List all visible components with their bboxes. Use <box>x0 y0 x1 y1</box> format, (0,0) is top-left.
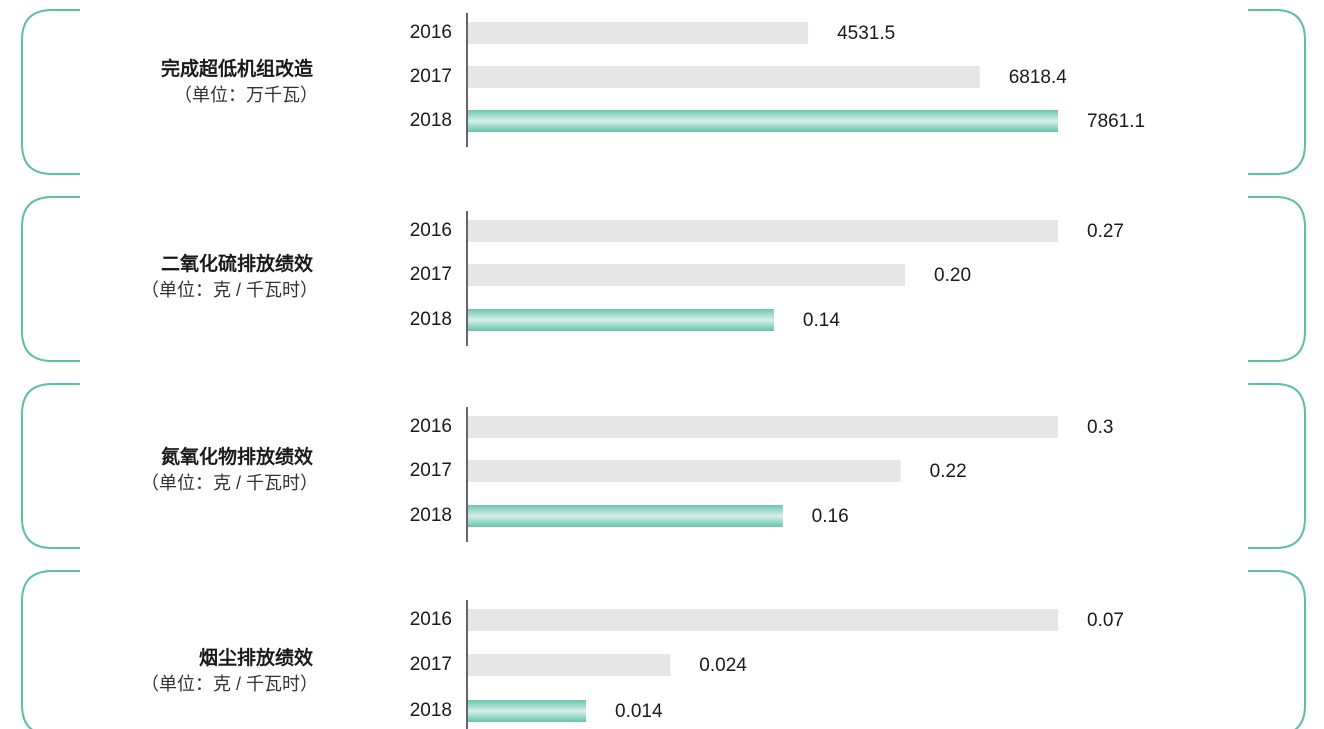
value-label: 0.16 <box>812 506 849 527</box>
value-label: 0.3 <box>1087 417 1113 438</box>
bar-shine <box>468 110 1058 132</box>
value-label: 0.07 <box>1087 610 1124 631</box>
bar-shine <box>468 700 586 722</box>
bar <box>468 654 671 676</box>
y-tick-label: 2016 <box>410 22 452 43</box>
y-tick-label: 2018 <box>410 309 452 330</box>
value-label: 0.014 <box>615 701 663 722</box>
bar-shine <box>468 309 774 331</box>
y-tick-label: 2018 <box>410 505 452 526</box>
bracket <box>21 383 80 549</box>
bracket <box>1248 196 1306 362</box>
y-tick-label: 2017 <box>410 654 452 675</box>
value-label: 0.024 <box>699 655 747 676</box>
bar <box>468 264 906 286</box>
bracket <box>21 196 80 362</box>
bar <box>468 416 1058 438</box>
chart-title: 完成超低机组改造 <box>161 57 314 80</box>
value-label: 7861.1 <box>1087 111 1145 132</box>
bracket <box>1248 9 1306 175</box>
value-label: 6818.4 <box>1009 67 1068 88</box>
y-tick-label: 2017 <box>410 264 452 285</box>
bracket <box>1248 570 1306 729</box>
bar <box>468 609 1058 631</box>
value-label: 0.14 <box>803 310 840 331</box>
y-tick-label: 2016 <box>410 220 452 241</box>
bracket <box>21 9 80 175</box>
value-label: 0.27 <box>1087 221 1124 242</box>
bracket <box>1248 383 1306 549</box>
chart-subtitle: （单位：克 / 千瓦时） <box>141 280 318 300</box>
y-tick-label: 2017 <box>410 66 452 87</box>
y-tick-label: 2016 <box>410 609 452 630</box>
chart-title: 二氧化硫排放绩效 <box>161 252 313 275</box>
bar <box>468 66 980 88</box>
chart-subtitle: （单位：克 / 千瓦时） <box>141 473 318 493</box>
chart-subtitle: （单位：万千瓦） <box>174 85 318 105</box>
value-label: 4531.5 <box>837 23 895 44</box>
y-tick-label: 2018 <box>410 700 452 721</box>
bar <box>468 220 1058 242</box>
value-label: 0.22 <box>930 461 967 482</box>
y-tick-label: 2017 <box>410 460 452 481</box>
y-tick-label: 2018 <box>410 110 452 131</box>
bracket <box>21 570 80 729</box>
y-tick-label: 2016 <box>410 416 452 437</box>
chart-title: 氮氧化物排放绩效 <box>161 445 313 468</box>
bar <box>468 460 901 482</box>
value-label: 0.20 <box>934 265 971 286</box>
chart-title: 烟尘排放绩效 <box>199 646 313 669</box>
bar <box>468 22 809 44</box>
chart-subtitle: （单位：克 / 千瓦时） <box>141 674 318 694</box>
bar-shine <box>468 505 783 527</box>
